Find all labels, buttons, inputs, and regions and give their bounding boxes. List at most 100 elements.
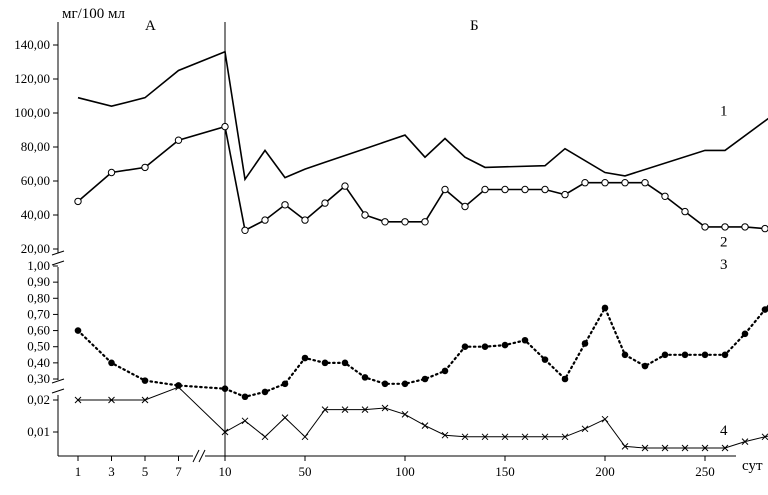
x-tick-label: 100 xyxy=(395,464,415,479)
y-mid-tick-label: 0,60 xyxy=(27,323,50,338)
series-point-3 xyxy=(321,359,329,367)
series-point-3 xyxy=(461,343,469,351)
series-point-4 xyxy=(261,433,269,441)
series-point-3 xyxy=(401,380,409,388)
series-point-2 xyxy=(681,207,689,216)
y-break-top xyxy=(51,250,65,266)
series-point-3 xyxy=(108,359,115,367)
series-point-3 xyxy=(521,336,529,344)
series-point-3 xyxy=(281,380,289,388)
series-point-4 xyxy=(481,433,489,441)
y-top-tick-label: 120,00 xyxy=(14,71,50,86)
series-point-2 xyxy=(501,185,509,194)
series-point-2 xyxy=(521,185,529,194)
x-tick-label: 50 xyxy=(299,464,312,479)
series-point-2 xyxy=(401,218,409,226)
x-tick-label: 5 xyxy=(142,464,149,479)
series-point-4 xyxy=(281,414,289,421)
y-top-tick-label: 140,00 xyxy=(14,37,50,52)
series-point-4 xyxy=(561,433,569,441)
series-point-2 xyxy=(561,190,569,199)
series-point-3 xyxy=(301,354,309,362)
series-point-3 xyxy=(581,340,589,347)
series-point-3 xyxy=(661,351,669,359)
series-point-4 xyxy=(108,396,115,404)
y-axis-label: мг/100 мл xyxy=(62,6,126,22)
series-point-4 xyxy=(421,422,429,429)
series-point-2 xyxy=(701,223,709,231)
series-point-3 xyxy=(501,341,509,349)
y-top-tick-label: 100,00 xyxy=(14,105,50,120)
x-tick-label: 150 xyxy=(495,464,515,479)
series-point-2 xyxy=(441,185,449,194)
series-point-2 xyxy=(661,192,669,201)
x-break xyxy=(192,449,206,463)
series-point-3 xyxy=(241,393,249,401)
series-point-4 xyxy=(741,438,749,445)
x-axis-label: сут xyxy=(742,458,763,474)
series-point-4 xyxy=(175,383,182,391)
series-point-4 xyxy=(361,406,369,413)
series-point-3 xyxy=(681,351,689,359)
series-point-3 xyxy=(341,359,349,367)
series-point-3 xyxy=(175,382,182,389)
series-line-1 xyxy=(77,50,768,182)
series-point-2 xyxy=(241,226,249,235)
series-point-3 xyxy=(541,356,549,363)
y-mid-tick-label: 0,90 xyxy=(27,274,50,289)
series-point-2 xyxy=(301,216,309,224)
y-mid-tick-label: 0,80 xyxy=(27,290,50,305)
x-tick-label: 200 xyxy=(595,464,615,479)
series-point-4 xyxy=(521,433,529,441)
series-point-3 xyxy=(701,351,709,359)
y-bottom-tick-label: 0,02 xyxy=(27,392,50,407)
y-break-bottom xyxy=(51,378,65,394)
series-point-3 xyxy=(421,375,429,383)
series-point-2 xyxy=(174,136,183,144)
series-point-3 xyxy=(721,351,729,359)
section-label-b: Б xyxy=(470,18,479,34)
series-point-4 xyxy=(541,433,549,441)
y-mid-tick-label: 0,40 xyxy=(27,355,50,370)
series-point-4 xyxy=(701,444,709,452)
series-point-4 xyxy=(581,425,589,433)
series-point-4 xyxy=(461,433,469,441)
series-point-2 xyxy=(741,223,749,231)
series-point-3 xyxy=(761,306,768,313)
y-top-tick-label: 80,00 xyxy=(21,139,50,154)
x-tick-label: 250 xyxy=(695,464,715,479)
series-line-4 xyxy=(78,386,768,449)
series-point-2 xyxy=(381,218,389,226)
series-point-4 xyxy=(74,396,82,404)
series-point-2 xyxy=(761,224,768,233)
series-point-2 xyxy=(74,197,82,206)
series-point-2 xyxy=(281,201,289,209)
series-point-3 xyxy=(641,362,649,370)
series-point-2 xyxy=(341,182,349,190)
x-tick-label: 10 xyxy=(219,464,232,479)
series-point-3 xyxy=(141,377,149,384)
series-point-2 xyxy=(541,185,549,194)
series-point-3 xyxy=(261,388,269,396)
series-point-2 xyxy=(361,211,369,219)
series-point-2 xyxy=(221,122,229,131)
series-point-4 xyxy=(441,431,449,439)
x-tick-label: 7 xyxy=(175,464,182,479)
series-point-4 xyxy=(661,444,669,452)
series-point-4 xyxy=(381,404,389,412)
series-point-4 xyxy=(641,444,649,452)
y-mid-tick-label: 0,70 xyxy=(27,306,50,321)
series-point-3 xyxy=(741,330,749,338)
series-point-4 xyxy=(301,433,309,441)
series-point-3 xyxy=(221,385,229,392)
series-point-2 xyxy=(321,199,329,207)
y-top-tick-label: 40,00 xyxy=(21,207,50,222)
series-point-4 xyxy=(321,406,329,413)
series-point-4 xyxy=(221,428,229,436)
y-mid-tick-label: 1,00 xyxy=(27,258,50,273)
series-point-4 xyxy=(141,396,149,404)
series-label-1: 1 xyxy=(720,104,728,120)
series-point-3 xyxy=(601,304,609,312)
series-point-2 xyxy=(141,163,149,172)
